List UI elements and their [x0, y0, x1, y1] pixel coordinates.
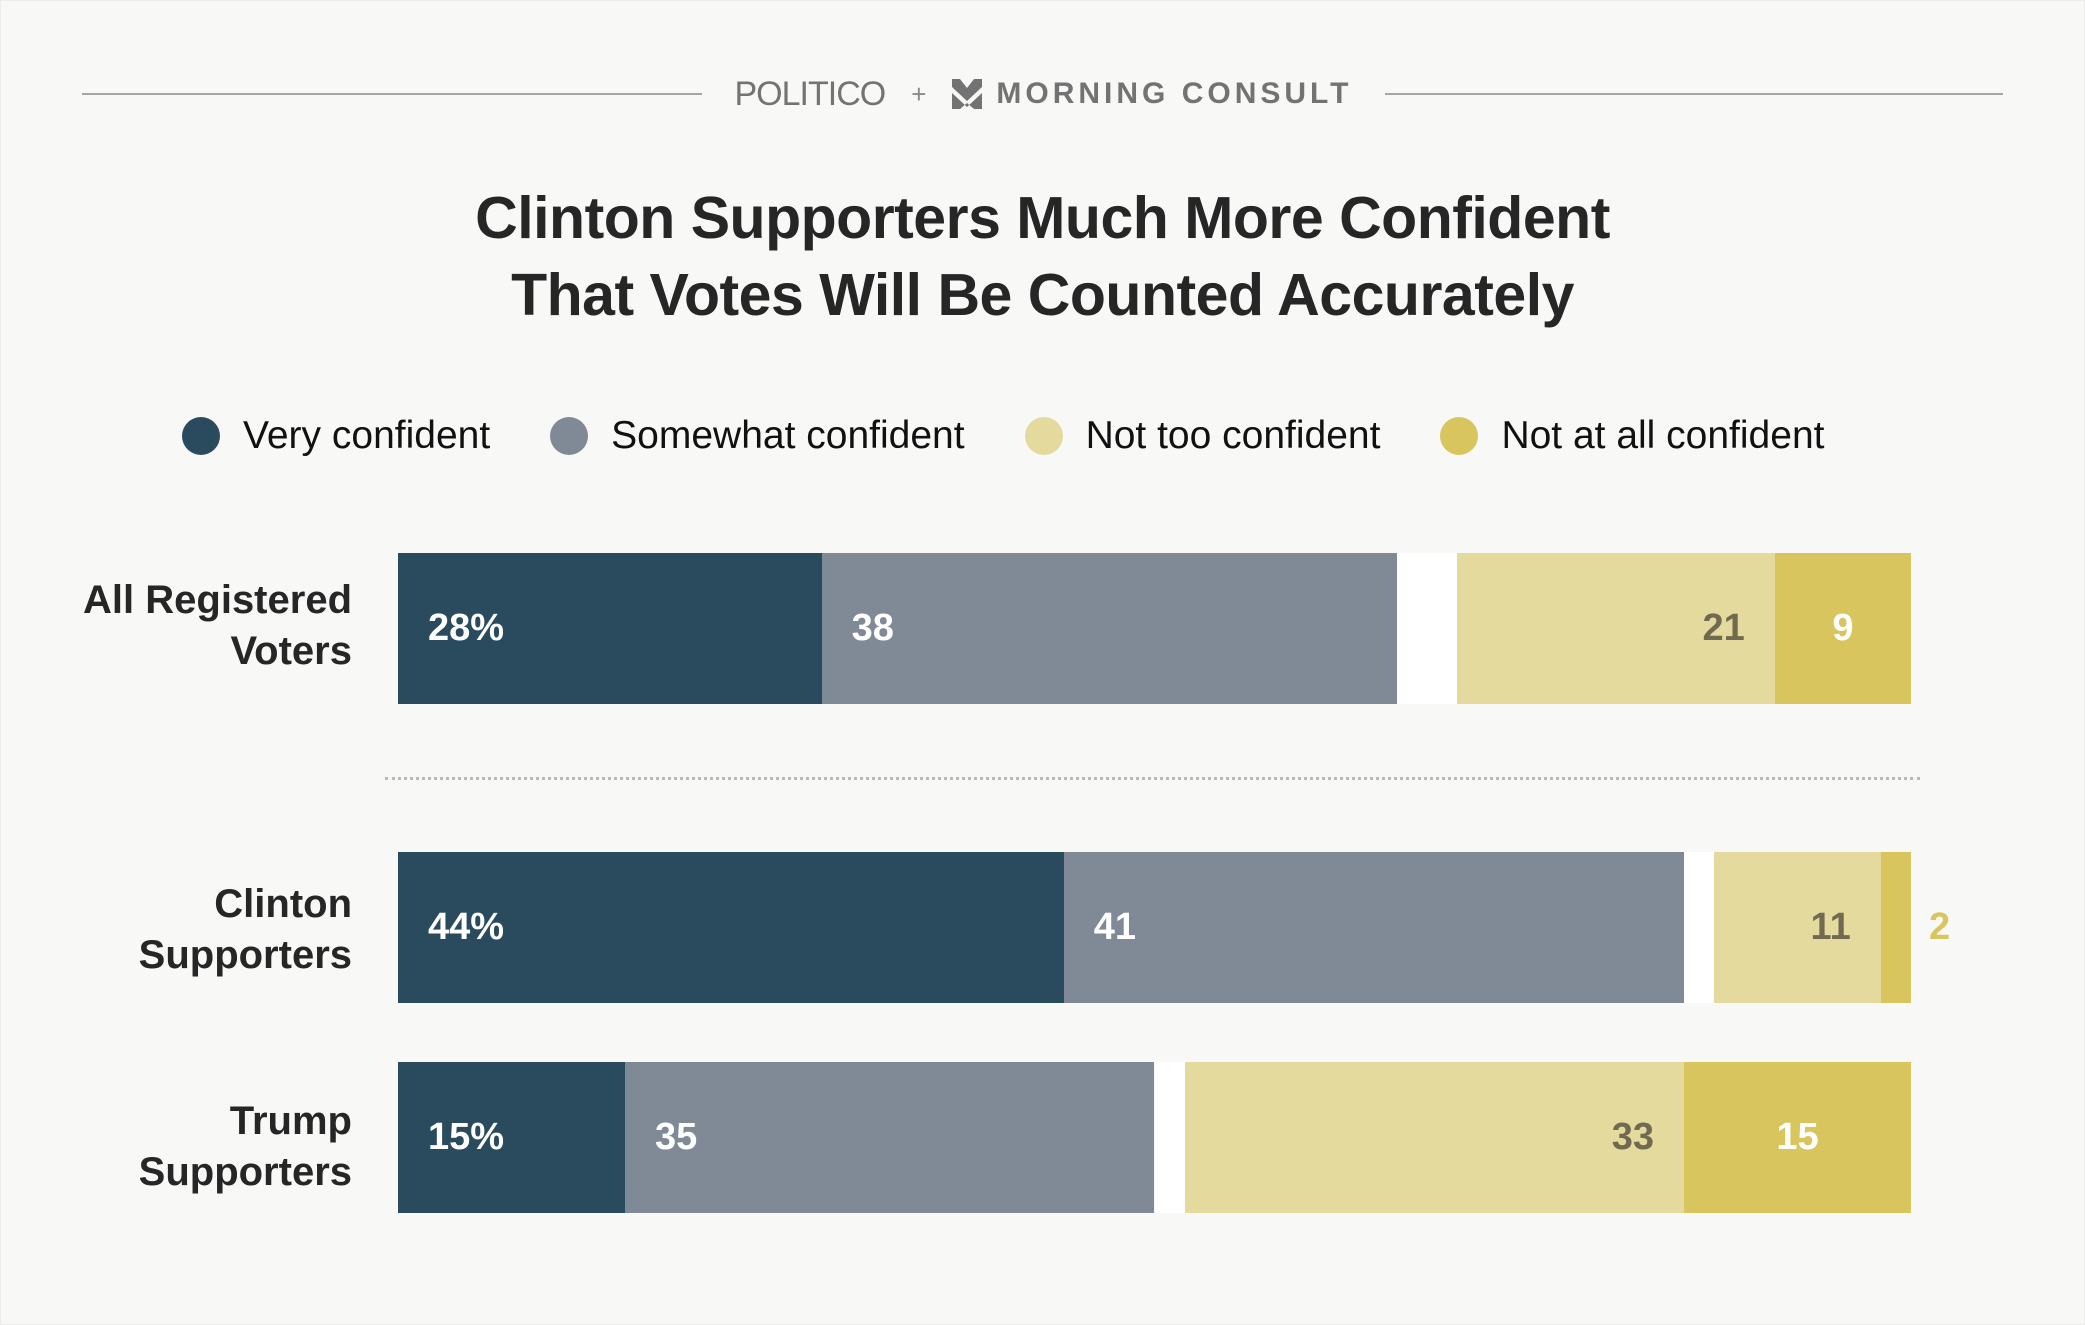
politico-logo: POLITICO: [734, 74, 887, 113]
chart-title-line-2: That Votes Will Be Counted Accurately: [511, 262, 1574, 328]
data-label: 38: [851, 607, 894, 649]
legend-label: Somewhat confident: [611, 414, 965, 457]
data-label: 35: [654, 1116, 698, 1158]
morning-consult-wordmark: MORNING CONSULT: [996, 77, 1353, 110]
legend-label: Not at all confident: [1501, 414, 1825, 457]
legend-item-somewhat-confident: Somewhat confident: [550, 414, 965, 458]
brand-plus: +: [911, 78, 927, 109]
legend-label: Very confident: [243, 414, 491, 457]
bar-not-at-all-confident: 15: [1684, 1062, 1911, 1213]
bar-not-too-confident: 33: [1184, 1062, 1685, 1213]
legend-swatch-not-too-confident: [1024, 417, 1063, 455]
bar-not-too-confident: 11: [1714, 852, 1881, 1003]
legend-swatch-not-at-all-confident: [1440, 417, 1479, 455]
data-label: 11: [1810, 906, 1851, 948]
bar-gap-no-opinion: [1684, 852, 1715, 1003]
data-label: 33: [1611, 1116, 1655, 1158]
bar-very-confident: 28%: [398, 553, 822, 704]
data-label: 15: [1776, 1116, 1819, 1158]
bar-not-at-all-confident: [1880, 852, 1911, 1003]
category-label-line: Trump: [229, 1099, 352, 1143]
data-label: 28%: [428, 607, 505, 649]
header-rule-right: [1385, 93, 2003, 95]
legend-item-not-too-confident: Not too confident: [1024, 414, 1381, 458]
bar-somewhat-confident: 35: [624, 1062, 1155, 1213]
data-label: 44%: [428, 906, 505, 948]
legend-item-very-confident: Very confident: [182, 414, 490, 458]
chart-title-line-1: Clinton Supporters Much More Confident: [475, 185, 1610, 251]
data-label: 21: [1702, 607, 1745, 649]
header-rule-left: [82, 93, 702, 95]
category-label-line: All Registered: [83, 578, 352, 622]
bar-very-confident: 15%: [398, 1062, 625, 1213]
legend-swatch-somewhat-confident: [550, 417, 589, 455]
morning-consult-logo-icon: [952, 79, 983, 109]
category-label-all-registered-voters: All Registered Voters: [0, 575, 352, 677]
chart-title: Clinton Supporters Much More Confident T…: [0, 180, 2085, 334]
bar-very-confident: 44%: [398, 852, 1064, 1003]
data-label: 15%: [428, 1116, 505, 1158]
bar-somewhat-confident: 38: [821, 553, 1397, 704]
bar-not-too-confident: 21: [1457, 553, 1775, 704]
category-label-line: Voters: [230, 629, 352, 673]
group-separator: [385, 777, 1920, 780]
legend-swatch-very-confident: [182, 417, 220, 455]
category-label-line: Supporters: [138, 1150, 352, 1194]
bar-somewhat-confident: 41: [1063, 852, 1685, 1003]
legend-item-not-at-all-confident: Not at all confident: [1440, 414, 1824, 458]
category-label-line: Supporters: [138, 933, 352, 977]
morning-consult-logo: MORNING CONSULT: [952, 77, 1352, 111]
bar-gap-no-opinion: [1154, 1062, 1185, 1213]
brand-header: POLITICO + MORNING CONSULT: [702, 72, 1385, 116]
data-label: 9: [1832, 607, 1854, 649]
data-label: 41: [1093, 906, 1136, 948]
chart-legend: Very confident Somewhat confident Not to…: [182, 412, 1884, 460]
bar-not-at-all-confident: 9: [1774, 553, 1911, 704]
bar-gap-no-opinion: [1396, 553, 1458, 704]
data-label: 2: [1929, 905, 1951, 948]
legend-label: Not too confident: [1085, 414, 1381, 457]
category-label-line: Clinton: [214, 882, 352, 926]
category-label-trump-supporters: Trump Supporters: [0, 1096, 352, 1198]
category-label-clinton-supporters: Clinton Supporters: [0, 879, 352, 981]
